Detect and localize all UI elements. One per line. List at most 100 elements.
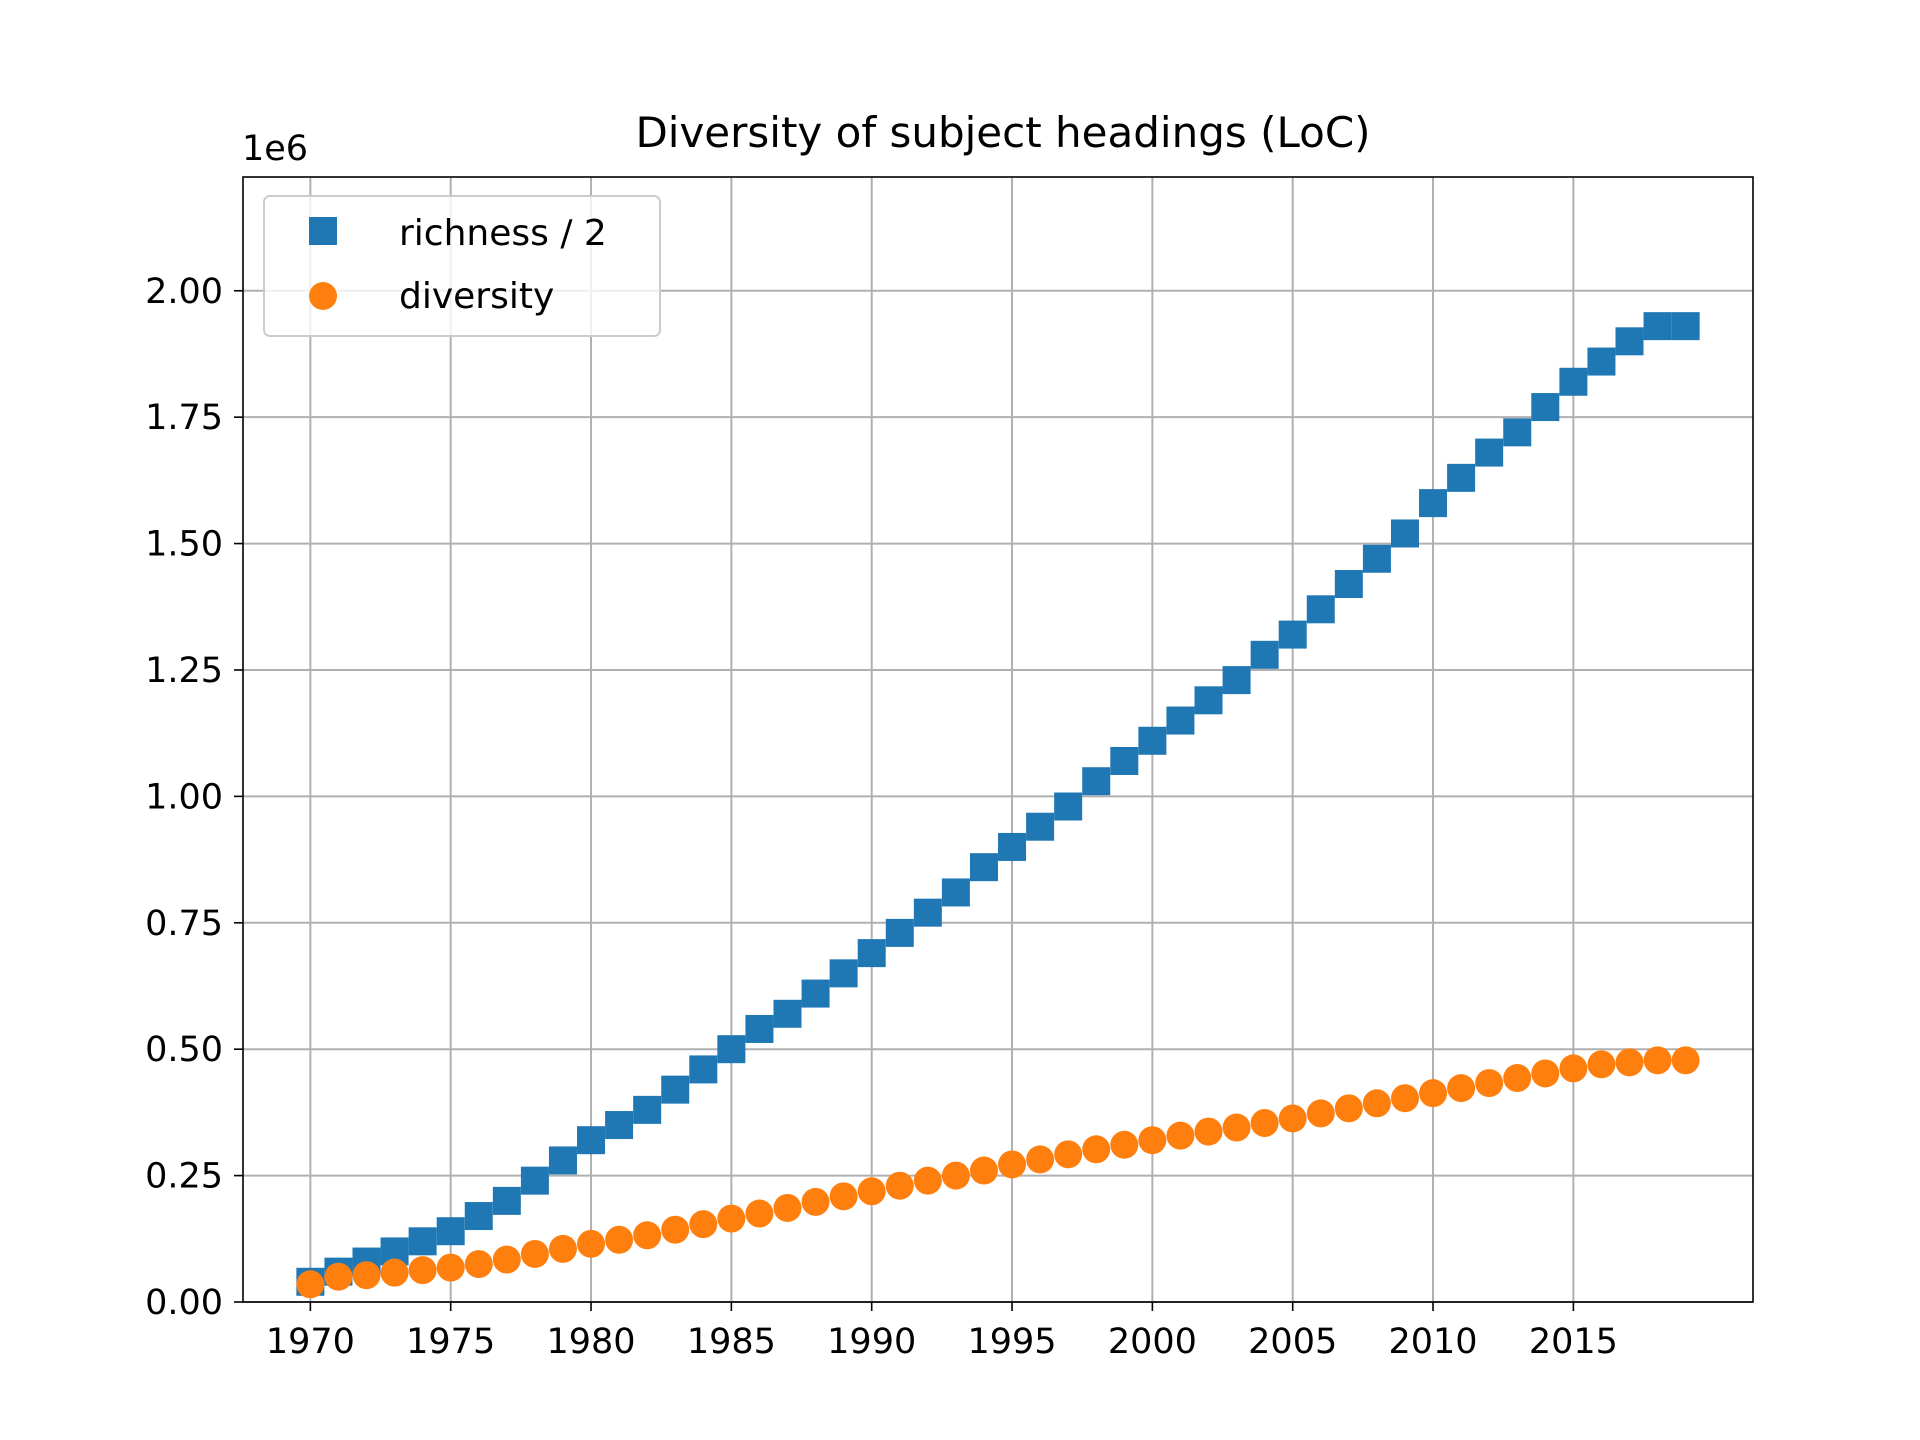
- diversity-point: [1166, 1121, 1195, 1150]
- diversity-point: [324, 1262, 353, 1291]
- richness-point: [436, 1217, 465, 1246]
- diversity-point: [1054, 1140, 1083, 1169]
- richness-point: [408, 1227, 437, 1256]
- diversity-point: [408, 1256, 437, 1285]
- x-tick-label: 1990: [827, 1322, 916, 1362]
- x-tick-label: 2000: [1108, 1322, 1197, 1362]
- x-tick-label: 1985: [687, 1322, 776, 1362]
- diversity-point: [1222, 1113, 1251, 1142]
- diversity-point: [1587, 1050, 1616, 1079]
- richness-point: [605, 1111, 634, 1140]
- diversity-point: [1447, 1074, 1476, 1103]
- diversity-point: [857, 1177, 886, 1206]
- legend: richness / 2 diversity: [263, 195, 661, 337]
- richness-point: [1026, 812, 1055, 841]
- richness-point: [1671, 312, 1700, 341]
- diversity-point: [380, 1258, 409, 1287]
- diversity-point: [1278, 1104, 1307, 1133]
- diversity-point: [717, 1204, 746, 1233]
- diversity-point: [1250, 1109, 1279, 1138]
- richness-point: [885, 918, 914, 947]
- diversity-point: [577, 1229, 606, 1258]
- diversity-point: [492, 1245, 521, 1274]
- y-tick-label: 1.00: [145, 777, 223, 817]
- x-tick-label: 2015: [1529, 1322, 1618, 1362]
- richness-point: [969, 853, 998, 882]
- diversity-point: [773, 1193, 802, 1222]
- y-tick-label: 0.00: [145, 1283, 223, 1323]
- richness-point: [1362, 544, 1391, 573]
- richness-point: [1054, 792, 1083, 821]
- diversity-point: [998, 1150, 1027, 1179]
- richness-point: [1138, 726, 1167, 755]
- legend-marker-richness: [309, 217, 337, 245]
- richness-point: [1419, 489, 1448, 518]
- y-tick-label: 0.50: [145, 1030, 223, 1070]
- y-tick-label: 2.00: [145, 272, 223, 312]
- richness-point: [464, 1202, 493, 1231]
- richness-point: [1615, 327, 1644, 356]
- diversity-point: [969, 1156, 998, 1185]
- legend-label-richness: richness / 2: [399, 213, 607, 254]
- richness-point: [1194, 686, 1223, 715]
- diversity-point: [1362, 1089, 1391, 1118]
- diversity-point: [1671, 1046, 1700, 1075]
- richness-point: [520, 1166, 549, 1195]
- x-tick-label: 2005: [1248, 1322, 1337, 1362]
- y-tick-label: 0.25: [145, 1157, 223, 1197]
- diversity-point: [1559, 1054, 1588, 1083]
- richness-point: [633, 1095, 662, 1124]
- diversity-point: [689, 1210, 718, 1239]
- plot-area: [242, 176, 1754, 1303]
- diversity-point: [296, 1270, 325, 1299]
- diversity-point: [1026, 1145, 1055, 1174]
- richness-point: [1250, 640, 1279, 669]
- richness-point: [1531, 393, 1560, 422]
- series-diversity: [296, 1046, 1700, 1299]
- x-tick-label: 1995: [967, 1322, 1056, 1362]
- richness-point: [1334, 570, 1363, 599]
- richness-point: [913, 898, 942, 927]
- y-tick-label: 0.75: [145, 904, 223, 944]
- richness-point: [941, 878, 970, 907]
- diversity-point: [1615, 1048, 1644, 1077]
- richness-point: [548, 1146, 577, 1175]
- richness-point: [1110, 746, 1139, 775]
- richness-point: [1587, 347, 1616, 376]
- diversity-point: [1082, 1135, 1111, 1164]
- diversity-point: [1334, 1094, 1363, 1123]
- richness-point: [689, 1055, 718, 1084]
- y-tick-label: 1.75: [145, 398, 223, 438]
- richness-point: [577, 1126, 606, 1155]
- diversity-point: [436, 1253, 465, 1282]
- diversity-point: [1138, 1126, 1167, 1155]
- chart-title: Diversity of subject headings (LoC): [635, 108, 1370, 157]
- diversity-point: [352, 1261, 381, 1290]
- richness-point: [717, 1035, 746, 1064]
- diversity-point: [1419, 1079, 1448, 1108]
- diversity-point: [801, 1187, 830, 1216]
- diversity-point: [1531, 1059, 1560, 1088]
- diversity-point: [1503, 1064, 1532, 1093]
- series-layer: [296, 312, 1700, 1299]
- diversity-point: [464, 1250, 493, 1279]
- richness-point: [1306, 595, 1335, 624]
- diversity-point: [1643, 1046, 1672, 1075]
- diversity-point: [605, 1225, 634, 1254]
- diversity-point: [1194, 1117, 1223, 1146]
- diversity-point: [885, 1171, 914, 1200]
- richness-point: [1082, 767, 1111, 796]
- richness-point: [492, 1186, 521, 1215]
- richness-point: [998, 832, 1027, 861]
- plot-frame: [242, 176, 1754, 1303]
- x-tick-label: 1980: [546, 1322, 635, 1362]
- legend-label-diversity: diversity: [399, 276, 554, 317]
- y-axis: 0.00 0.25 0.50 0.75 1.00 1.25 1.50 1.75 2.00: [145, 272, 243, 1323]
- diversity-point: [520, 1239, 549, 1268]
- richness-point: [801, 979, 830, 1008]
- diversity-point: [941, 1161, 970, 1190]
- diversity-point: [1390, 1084, 1419, 1113]
- diversity-point: [548, 1234, 577, 1263]
- diversity-point: [661, 1215, 690, 1244]
